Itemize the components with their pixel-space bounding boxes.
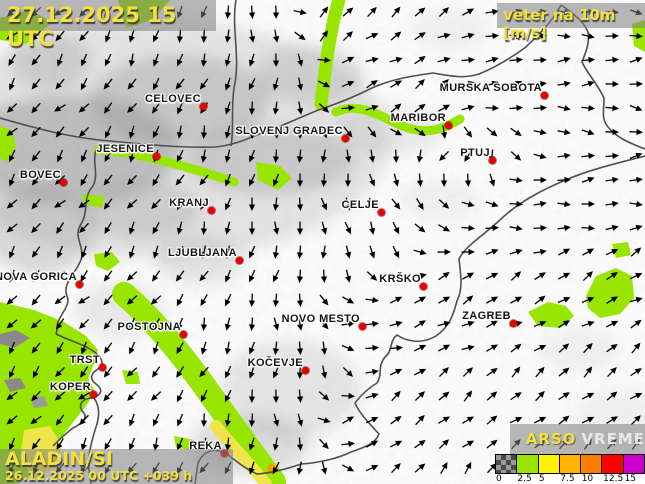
vreme-wordmark: VREME — [581, 430, 645, 448]
city-label-ko-evje: KOČEVJE — [247, 357, 303, 369]
arso-logo-box: ARSO VREME — [510, 424, 645, 454]
city-dot-murska-sobota — [540, 91, 548, 99]
city-label-ptuj: PTUJ — [460, 147, 490, 159]
legend-swatch — [580, 454, 603, 474]
legend-swatch — [516, 454, 539, 474]
city-dot-maribor — [444, 121, 452, 129]
sun-icon — [519, 438, 521, 440]
city-label-koper: KOPER — [49, 381, 91, 393]
legend-tick: 12.5 — [603, 474, 624, 484]
legend-tick: 10 — [581, 474, 594, 484]
city-dot-bovec — [59, 178, 67, 186]
city-dot-slovenj-gradec — [341, 134, 349, 142]
city-label-nova-gorica: NOVA GORICA — [0, 271, 77, 283]
wind-speed-legend: 0 2.5 5 7.5 10 12.5 15 — [495, 454, 645, 484]
valid-time-label: 27.12.2025 15 UTC — [7, 3, 177, 51]
legend-swatch — [495, 454, 518, 474]
model-run-label: 26.12.2025 00 UTC +039 h — [5, 468, 193, 483]
variable-label: veter na 10m [m/s] — [503, 6, 616, 42]
city-label-bovec: BOVEC — [19, 169, 61, 181]
city-dot-postojna — [179, 330, 187, 338]
city-dot-trst — [98, 363, 106, 371]
city-label-trst: TRST — [69, 354, 100, 366]
wind-arrow-layer — [6, 5, 643, 475]
city-label-kranj: KRANJ — [169, 197, 209, 209]
city-label-maribor: MARIBOR — [390, 112, 446, 124]
city-label-murska-sobota: MURSKA SOBOTA — [439, 82, 542, 94]
city-dot-kr-ko — [419, 282, 427, 290]
city-label-zagreb: ZAGREB — [462, 310, 511, 322]
model-info-box: ALADIN/SI 26.12.2025 00 UTC +039 h — [0, 449, 233, 484]
city-dot-jesenice — [152, 152, 160, 160]
valid-time-box: 27.12.2025 15 UTC — [0, 0, 216, 51]
legend-tick: 2.5 — [517, 474, 532, 484]
legend-tick-row: 0 2.5 5 7.5 10 12.5 15 — [495, 474, 645, 484]
city-label-ljubljana: LJUBLJANA — [168, 247, 237, 259]
city-dot-celovec — [199, 102, 207, 110]
legend-swatch — [601, 454, 624, 474]
city-dot-koper — [89, 390, 97, 398]
city-label-celovec: CELOVEC — [145, 93, 201, 105]
legend-tick: 7.5 — [560, 474, 575, 484]
legend-tick: 15 — [624, 474, 637, 484]
city-dot-ptuj — [488, 156, 496, 164]
legend-tick: 5 — [538, 474, 545, 484]
city-dot-zagreb — [509, 319, 517, 327]
legend-swatch-row — [495, 454, 645, 474]
legend-swatch — [558, 454, 582, 474]
city-dot-nova-gorica — [75, 280, 83, 288]
variable-box: veter na 10m [m/s] — [497, 3, 645, 42]
city-label-novo-mesto: NOVO MESTO — [281, 313, 360, 325]
city-label-slovenj-gradec: SLOVENJ GRADEC — [235, 125, 343, 137]
legend-swatch — [622, 454, 645, 474]
city-label-kr-ko: KRŠKO — [379, 273, 421, 285]
city-dot-novo-mesto — [358, 322, 366, 330]
city-dot-ljubljana — [235, 256, 243, 264]
city-dot-kranj — [207, 206, 215, 214]
city-dot-celje — [377, 208, 385, 216]
city-dot-ko-evje — [301, 366, 309, 374]
legend-tick: 0 — [496, 474, 502, 484]
model-name-label: ALADIN/SI — [5, 448, 113, 470]
legend-swatch — [537, 454, 560, 474]
arso-wordmark: ARSO — [525, 430, 577, 448]
city-label-celje: CELJE — [341, 199, 379, 211]
city-label-jesenice: JESENICE — [96, 143, 154, 155]
city-label-postojna: POSTOJNA — [117, 321, 181, 333]
